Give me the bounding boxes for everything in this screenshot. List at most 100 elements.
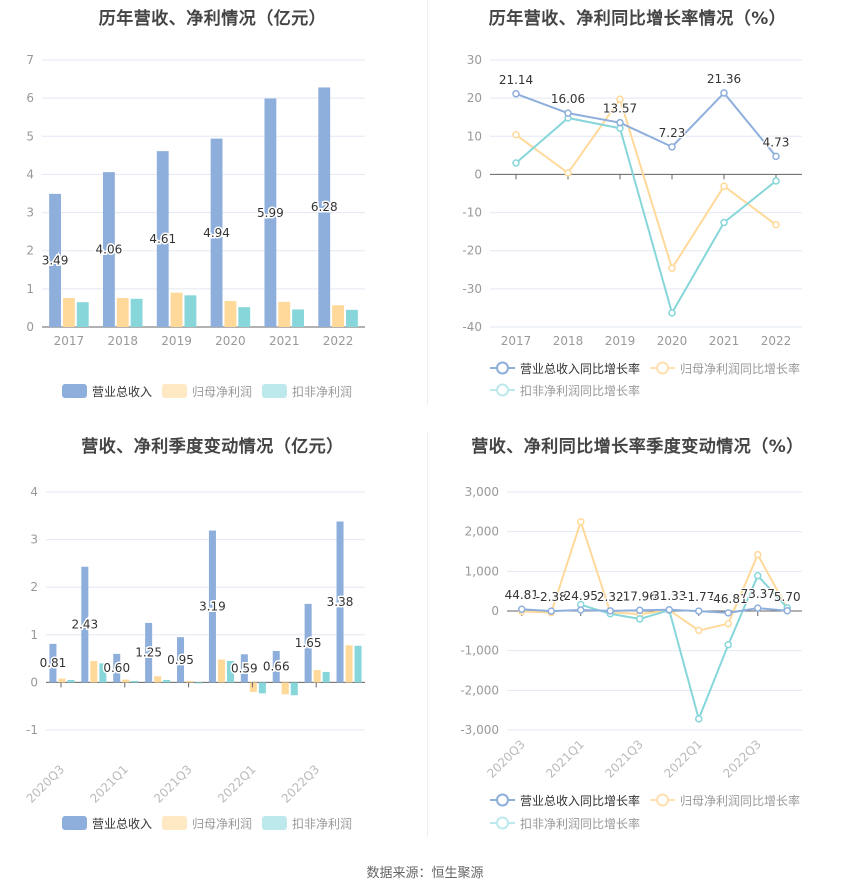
legend-item[interactable]: 归母净利润	[162, 816, 252, 831]
legend-item[interactable]: 营业总收入	[62, 816, 152, 831]
bar[interactable]	[238, 307, 251, 327]
data-point[interactable]	[668, 143, 676, 151]
bar[interactable]	[278, 301, 291, 327]
bar[interactable]	[156, 151, 169, 327]
legend-item[interactable]: 归母净利润同比增长率	[650, 361, 800, 376]
bar[interactable]	[264, 98, 277, 327]
legend-item[interactable]: 营业总收入同比增长率	[490, 793, 640, 808]
data-point[interactable]	[518, 605, 526, 613]
bar[interactable]	[226, 660, 234, 683]
legend-item[interactable]: 营业总收入同比增长率	[490, 361, 640, 376]
data-point[interactable]	[772, 221, 780, 229]
legend-item[interactable]: 扣非净利润同比增长率	[490, 383, 640, 398]
data-point[interactable]	[720, 89, 728, 97]
data-label: 4.61	[149, 232, 176, 246]
legend-item[interactable]: 扣非净利润	[262, 816, 352, 831]
bar[interactable]	[322, 671, 330, 683]
bar[interactable]	[249, 682, 257, 692]
legend-item[interactable]: 扣非净利润	[262, 384, 352, 399]
bar[interactable]	[346, 309, 358, 327]
data-point[interactable]	[616, 118, 624, 127]
data-point[interactable]	[636, 606, 644, 615]
y-tick-label: 6	[26, 91, 34, 105]
bar[interactable]	[313, 670, 321, 683]
bar[interactable]	[163, 680, 171, 683]
bar[interactable]	[332, 305, 345, 327]
bar[interactable]	[113, 653, 121, 683]
bar[interactable]	[62, 298, 75, 327]
data-point[interactable]	[606, 607, 614, 615]
data-point[interactable]	[668, 309, 676, 317]
chart-title: 营收、净利同比增长率季度变动情况（%）	[471, 437, 804, 457]
bar[interactable]	[90, 660, 98, 683]
x-tick-label: 2021Q3	[602, 737, 646, 781]
bar[interactable]	[240, 654, 248, 683]
legend-item[interactable]: 扣非净利润同比增长率	[490, 816, 640, 831]
bar[interactable]	[184, 295, 197, 327]
data-point[interactable]	[772, 152, 780, 161]
bar[interactable]	[217, 659, 225, 683]
bar[interactable]	[224, 301, 237, 327]
data-point[interactable]	[695, 607, 703, 615]
legend-item[interactable]: 归母净利润同比增长率	[650, 793, 800, 808]
data-point[interactable]	[577, 606, 585, 614]
bar[interactable]	[281, 682, 289, 695]
bar[interactable]	[345, 645, 353, 683]
data-point[interactable]	[754, 571, 762, 580]
bar[interactable]	[170, 292, 183, 327]
bar[interactable]	[186, 680, 194, 683]
bar[interactable]	[195, 682, 203, 684]
data-point[interactable]	[695, 626, 703, 635]
data-point[interactable]	[783, 607, 791, 615]
bar[interactable]	[67, 680, 75, 683]
data-point[interactable]	[512, 90, 520, 98]
bar[interactable]	[318, 87, 331, 327]
bar[interactable]	[177, 637, 185, 683]
data-point[interactable]	[665, 606, 673, 614]
data-point[interactable]	[668, 264, 676, 273]
legend-swatch	[162, 816, 187, 830]
data-point[interactable]	[636, 615, 644, 623]
bar[interactable]	[58, 678, 66, 683]
bar[interactable]	[208, 530, 216, 683]
bar[interactable]	[145, 622, 153, 683]
bar[interactable]	[290, 682, 298, 696]
bar[interactable]	[81, 566, 89, 683]
data-point[interactable]	[616, 95, 624, 104]
data-point[interactable]	[564, 169, 572, 177]
data-point[interactable]	[720, 218, 728, 227]
data-point[interactable]	[724, 640, 732, 649]
bar[interactable]	[154, 676, 162, 683]
data-point[interactable]	[512, 159, 520, 167]
data-point[interactable]	[512, 131, 520, 139]
bar[interactable]	[99, 663, 107, 683]
data-point[interactable]	[724, 619, 732, 628]
legend-item[interactable]: 归母净利润	[162, 384, 252, 399]
bar[interactable]	[131, 680, 139, 683]
bar[interactable]	[49, 193, 61, 327]
data-point[interactable]	[564, 109, 572, 117]
bar[interactable]	[49, 643, 57, 683]
bar[interactable]	[76, 302, 89, 327]
data-point[interactable]	[577, 518, 585, 526]
data-point[interactable]	[695, 715, 703, 723]
bar[interactable]	[116, 298, 129, 327]
x-tick-label: 2022Q3	[720, 737, 764, 781]
bar[interactable]	[210, 138, 223, 327]
legend-item[interactable]: 营业总收入	[62, 384, 152, 399]
bar[interactable]	[122, 679, 130, 683]
data-point[interactable]	[772, 177, 780, 185]
data-point[interactable]	[754, 604, 762, 612]
data-point[interactable]	[720, 182, 728, 191]
bar[interactable]	[336, 521, 344, 683]
data-point[interactable]	[724, 609, 732, 617]
data-point[interactable]	[754, 550, 762, 559]
bar[interactable]	[354, 645, 362, 683]
bar[interactable]	[292, 309, 305, 327]
bar[interactable]	[258, 682, 266, 694]
bar[interactable]	[130, 298, 143, 327]
bar[interactable]	[304, 603, 312, 683]
data-point[interactable]	[547, 607, 555, 615]
bar[interactable]	[272, 650, 280, 683]
bar[interactable]	[102, 172, 115, 327]
